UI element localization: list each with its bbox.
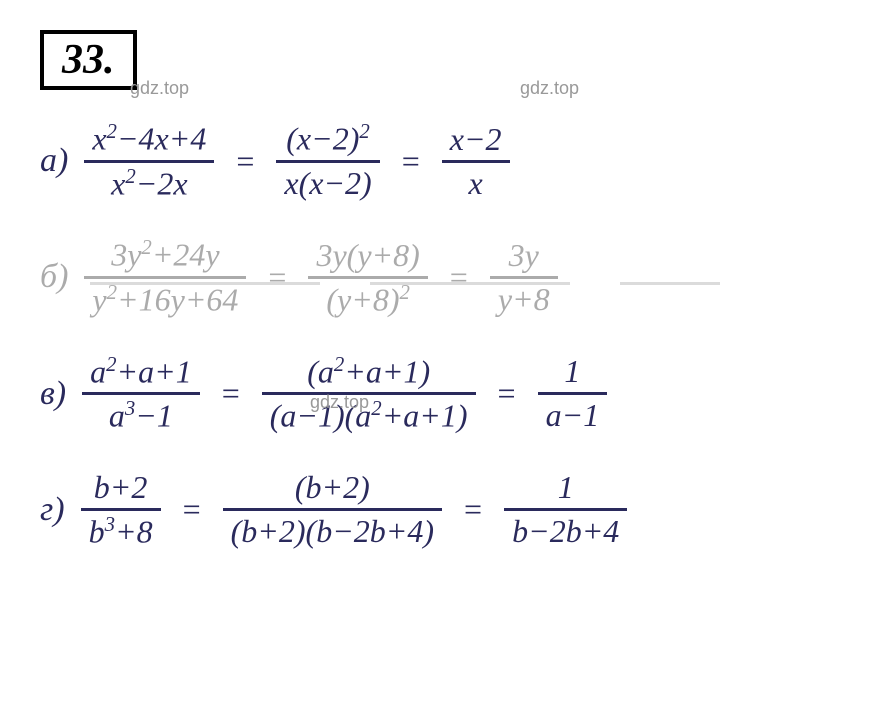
frac-a-2: (x−2)2 x(x−2) xyxy=(276,118,379,204)
equals: = xyxy=(222,375,240,412)
den-g-2: (b+2)(b−2b+4) xyxy=(223,511,442,552)
num-v-2: (a2+a+1) xyxy=(299,351,438,393)
den-a-1: x2−2x xyxy=(103,163,195,205)
num-g-2: (b+2) xyxy=(287,467,378,508)
num-b-3: 3y xyxy=(501,235,547,276)
equation-row-v: в) a2+a+1 a3−1 = (a2+a+1) (a−1)(a2+a+1) … xyxy=(40,351,846,437)
frac-b-1: 3y2+24y y2+16y+64 xyxy=(84,234,246,320)
den-v-3: a−1 xyxy=(538,395,608,436)
watermark-middle: gdz.top xyxy=(310,392,369,413)
num-a-1: x2−4x+4 xyxy=(84,118,214,160)
equals: = xyxy=(464,491,482,528)
frac-b-3: 3y y+8 xyxy=(490,235,558,320)
num-v-1: a2+a+1 xyxy=(82,351,200,393)
label-g: г) xyxy=(40,491,65,529)
equation-row-b: б) 3y2+24y y2+16y+64 = 3y(y+8) (y+8)2 = … xyxy=(40,234,846,320)
label-v: в) xyxy=(40,375,66,413)
frac-g-3: 1 b−2b+4 xyxy=(504,467,627,552)
den-g-3: b−2b+4 xyxy=(504,511,627,552)
frac-a-3: x−2 x xyxy=(442,119,510,204)
watermark-top-left: gdz.top xyxy=(130,78,189,99)
num-b-1: 3y2+24y xyxy=(103,234,227,276)
problem-number: 33. xyxy=(40,30,137,90)
den-g-1: b3+8 xyxy=(81,511,161,553)
equals: = xyxy=(498,375,516,412)
den-a-3: x xyxy=(461,163,491,204)
frac-v-3: 1 a−1 xyxy=(538,351,608,436)
num-a-3: x−2 xyxy=(442,119,510,160)
label-b: б) xyxy=(40,258,68,296)
frac-b-2: 3y(y+8) (y+8)2 xyxy=(308,235,427,321)
frac-g-1: b+2 b3+8 xyxy=(81,467,161,553)
num-b-2: 3y(y+8) xyxy=(308,235,427,276)
equation-row-a: а) x2−4x+4 x2−2x = (x−2)2 x(x−2) = x−2 x xyxy=(40,118,846,204)
num-a-2: (x−2)2 xyxy=(278,118,378,160)
equals: = xyxy=(402,143,420,180)
frac-a-1: x2−4x+4 x2−2x xyxy=(84,118,214,204)
num-g-1: b+2 xyxy=(86,467,156,508)
num-g-3: 1 xyxy=(550,467,582,508)
den-v-1: a3−1 xyxy=(101,395,181,437)
num-v-3: 1 xyxy=(556,351,588,392)
label-a: а) xyxy=(40,142,68,180)
equation-row-g: г) b+2 b3+8 = (b+2) (b+2)(b−2b+4) = 1 b−… xyxy=(40,467,846,553)
den-a-2: x(x−2) xyxy=(276,163,379,204)
equals: = xyxy=(236,143,254,180)
frac-v-1: a2+a+1 a3−1 xyxy=(82,351,200,437)
watermark-top-right: gdz.top xyxy=(520,78,579,99)
frac-g-2: (b+2) (b+2)(b−2b+4) xyxy=(223,467,442,552)
equals: = xyxy=(450,259,468,296)
equals: = xyxy=(183,491,201,528)
equals: = xyxy=(268,259,286,296)
